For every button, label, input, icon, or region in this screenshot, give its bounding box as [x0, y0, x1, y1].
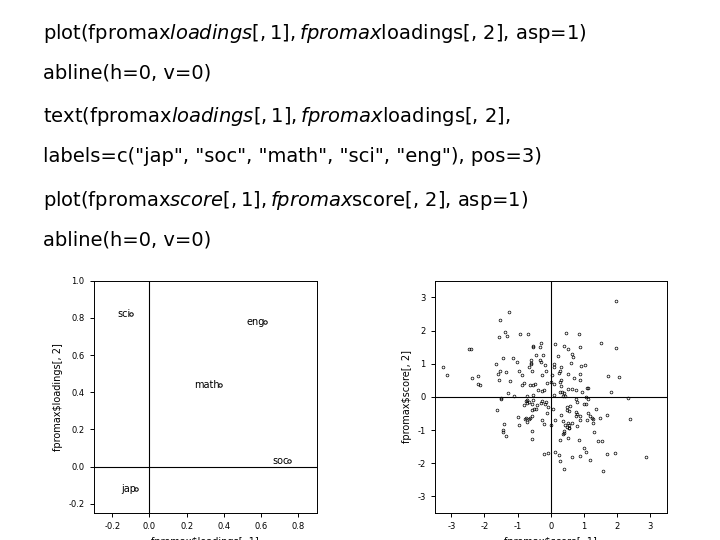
- Text: plot(fpromax$loadings[, 1], fpromax$loadings[, 2], asp=1): plot(fpromax$loadings[, 1], fpromax$load…: [43, 22, 587, 45]
- X-axis label: fpromax$score[, 1]: fpromax$score[, 1]: [505, 537, 597, 540]
- Text: abline(h=0, v=0): abline(h=0, v=0): [43, 63, 212, 83]
- Text: math: math: [194, 380, 220, 390]
- Y-axis label: fpromax$score[, 2]: fpromax$score[, 2]: [402, 350, 412, 443]
- Text: jap: jap: [122, 484, 137, 494]
- Text: abline(h=0, v=0): abline(h=0, v=0): [43, 231, 212, 250]
- Text: plot(fpromax$score[, 1], fpromax$score[, 2], asp=1): plot(fpromax$score[, 1], fpromax$score[,…: [43, 189, 528, 212]
- Y-axis label: fpromax$loadings[, 2]: fpromax$loadings[, 2]: [53, 343, 63, 451]
- Text: sci: sci: [117, 309, 131, 319]
- Text: labels=c("jap", "soc", "math", "sci", "eng"), pos=3): labels=c("jap", "soc", "math", "sci", "e…: [43, 147, 542, 166]
- Text: eng: eng: [246, 316, 265, 327]
- Text: soc: soc: [272, 456, 289, 466]
- Text: text(fpromax$loadings[, 1], fpromax$loadings[, 2],: text(fpromax$loadings[, 1], fpromax$load…: [43, 105, 511, 129]
- X-axis label: fpromax$loadings[, 1]: fpromax$loadings[, 1]: [151, 537, 259, 540]
